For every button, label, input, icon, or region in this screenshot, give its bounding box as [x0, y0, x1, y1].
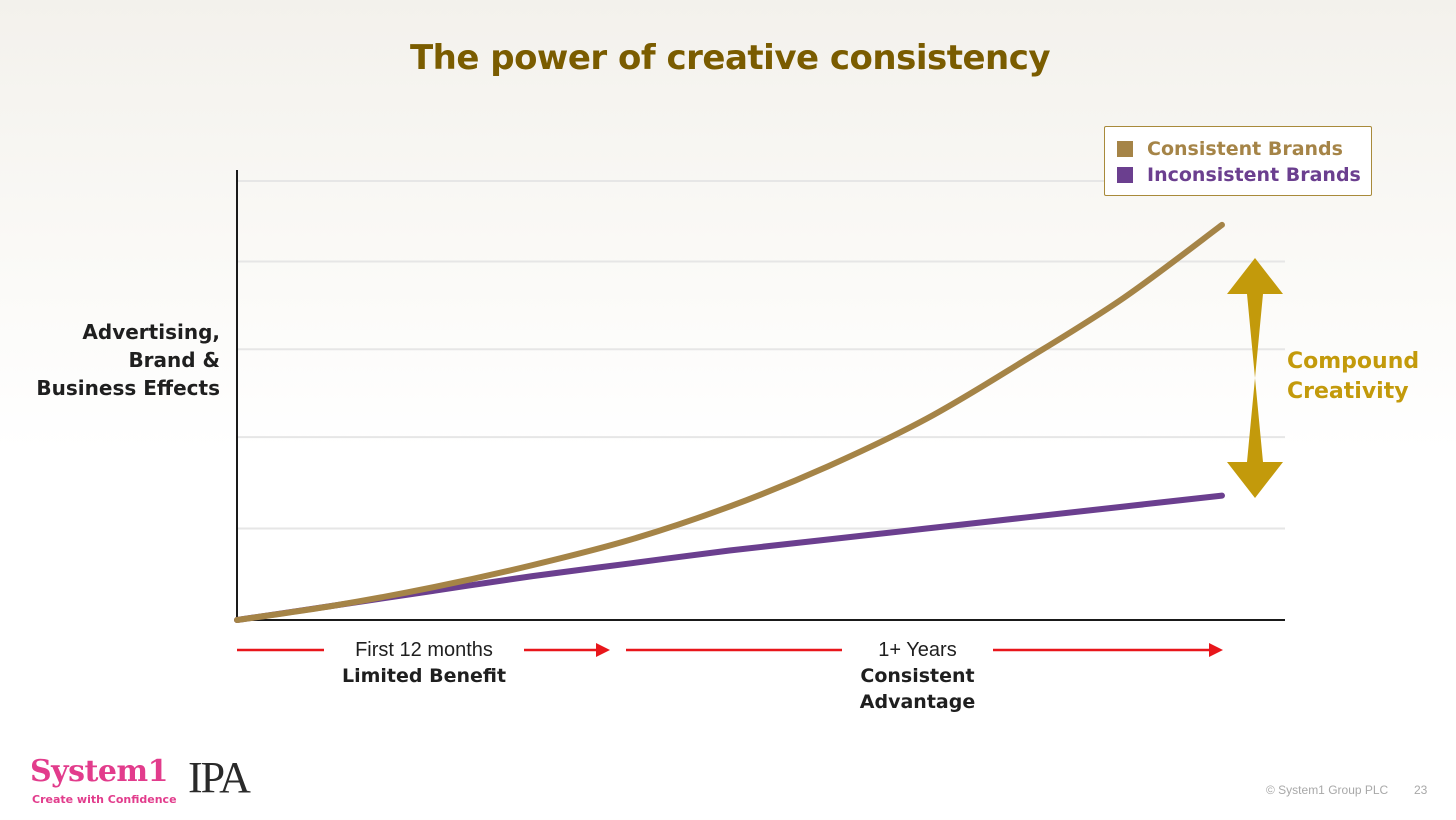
series-line-consistent	[234, 221, 1225, 623]
system1-logo: System1	[30, 754, 169, 789]
double-headed-arrow-icon	[1227, 258, 1283, 498]
chart-legend: Consistent Brands Inconsistent Brands	[1104, 126, 1372, 196]
phase-outcome: Advantage	[859, 691, 976, 713]
compound-label-line: Creativity	[1287, 379, 1409, 404]
legend-swatch	[1117, 141, 1133, 157]
right-arrow-icon	[1209, 643, 1223, 657]
phase-first-12-months: First 12 months Limited Benefit	[324, 637, 524, 689]
y-axis-label: Advertising, Brand & Business Effects	[20, 318, 220, 402]
phase-period: First 12 months	[355, 639, 493, 661]
legend-label: Inconsistent Brands	[1147, 164, 1361, 186]
page-number: 23	[1414, 783, 1428, 797]
compound-label-line: Compound	[1287, 349, 1420, 374]
compound-creativity-label: Compound Creativity	[1287, 347, 1419, 407]
phase-outcome: Limited Benefit	[341, 665, 507, 687]
timeline-arrows	[237, 643, 1223, 657]
y-axis-label-line: Business Effects	[36, 376, 220, 400]
legend-swatch	[1117, 167, 1133, 183]
gridlines	[237, 179, 1285, 530]
copyright: © System1 Group PLC	[1266, 783, 1389, 797]
y-axis-label-line: Brand &	[128, 348, 220, 372]
y-axis-label-line: Advertising,	[82, 320, 220, 344]
series-line-inconsistent	[234, 492, 1225, 623]
right-arrow-icon	[596, 643, 610, 657]
legend-label: Consistent Brands	[1147, 138, 1343, 160]
series-lines	[234, 221, 1225, 623]
legend-item-inconsistent: Inconsistent Brands	[1117, 162, 1361, 188]
ipa-logo: IPA	[188, 753, 251, 802]
phase-period: 1+ Years	[878, 639, 957, 661]
phase-1-plus-years: 1+ Years Consistent Advantage	[820, 637, 1015, 715]
legend-item-consistent: Consistent Brands	[1117, 136, 1343, 162]
phase-outcome: Consistent	[860, 665, 975, 687]
page-title: The power of creative consistency	[409, 38, 1051, 78]
system1-tagline: Create with Confidence	[32, 793, 177, 806]
